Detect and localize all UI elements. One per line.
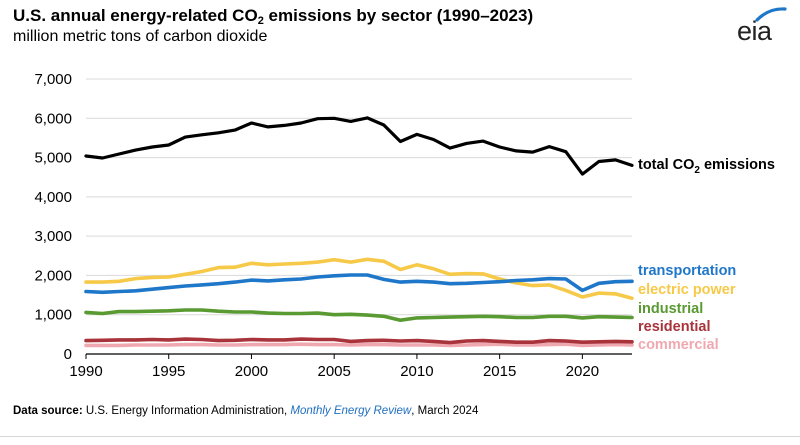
- x-tick-labels: 1990 1995 2000 2005 2010 2015 2020: [69, 363, 599, 380]
- x-tick-label: 2005: [317, 363, 350, 380]
- y-tick-label: 6,000: [34, 110, 72, 127]
- series-label-total: total CO2 emissions: [638, 157, 775, 176]
- source-label: Data source:: [13, 405, 83, 417]
- y-tick-label: 1,000: [34, 307, 72, 324]
- x-tick-label: 1990: [69, 363, 102, 380]
- data-source: Data source: U.S. Energy Information Adm…: [13, 405, 478, 417]
- y-tick-label: 0: [64, 346, 72, 363]
- logo-arc-path: [755, 7, 787, 22]
- x-tick-label: 2000: [235, 363, 268, 380]
- y-tick-label: 5,000: [34, 150, 72, 167]
- series-line-residential: [84, 337, 634, 345]
- source-publication-link[interactable]: Monthly Energy Review: [290, 405, 412, 417]
- x-tick-label: 1995: [152, 363, 185, 380]
- series-lines: [84, 116, 634, 348]
- footer-divider: [0, 436, 800, 437]
- series-line-commercial: [84, 342, 634, 348]
- y-tick-label: 7,000: [34, 71, 72, 88]
- series-line-industrial: [84, 308, 634, 323]
- y-tick-labels: 0 1,000 2,000 3,000 4,000 5,000 6,000 7,000: [34, 71, 72, 363]
- x-axis: [85, 353, 632, 359]
- x-tick-label: 2010: [400, 363, 433, 380]
- source-org: U.S. Energy Information Administration,: [82, 405, 291, 417]
- chart-title: U.S. annual energy-related CO2 emissions…: [13, 6, 534, 27]
- series-label-electric-power: electric power: [638, 282, 736, 298]
- eia-logo: eia: [737, 6, 787, 46]
- y-tick-label: 3,000: [34, 228, 72, 245]
- x-tick-label: 2015: [483, 363, 516, 380]
- series-labels: total CO2 emissions transportation electri…: [638, 157, 775, 353]
- series-label-transportation: transportation: [638, 263, 736, 279]
- y-tick-label: 4,000: [34, 189, 72, 206]
- source-date: , March 2024: [411, 405, 479, 417]
- y-tick-label: 2,000: [34, 267, 72, 284]
- series-label-commercial: commercial: [638, 337, 719, 353]
- series-line-transportation: [84, 273, 634, 295]
- logo-text: eia: [737, 16, 772, 46]
- logo-arc-icon: [755, 7, 787, 22]
- series-line-electric-power: [84, 257, 634, 301]
- series-line-total: [84, 116, 634, 176]
- series-label-industrial: industrial: [638, 301, 703, 317]
- series-label-residential: residential: [638, 319, 711, 335]
- chart-subtitle: million metric tons of carbon dioxide: [13, 28, 268, 45]
- x-tick-label: 2020: [566, 363, 599, 380]
